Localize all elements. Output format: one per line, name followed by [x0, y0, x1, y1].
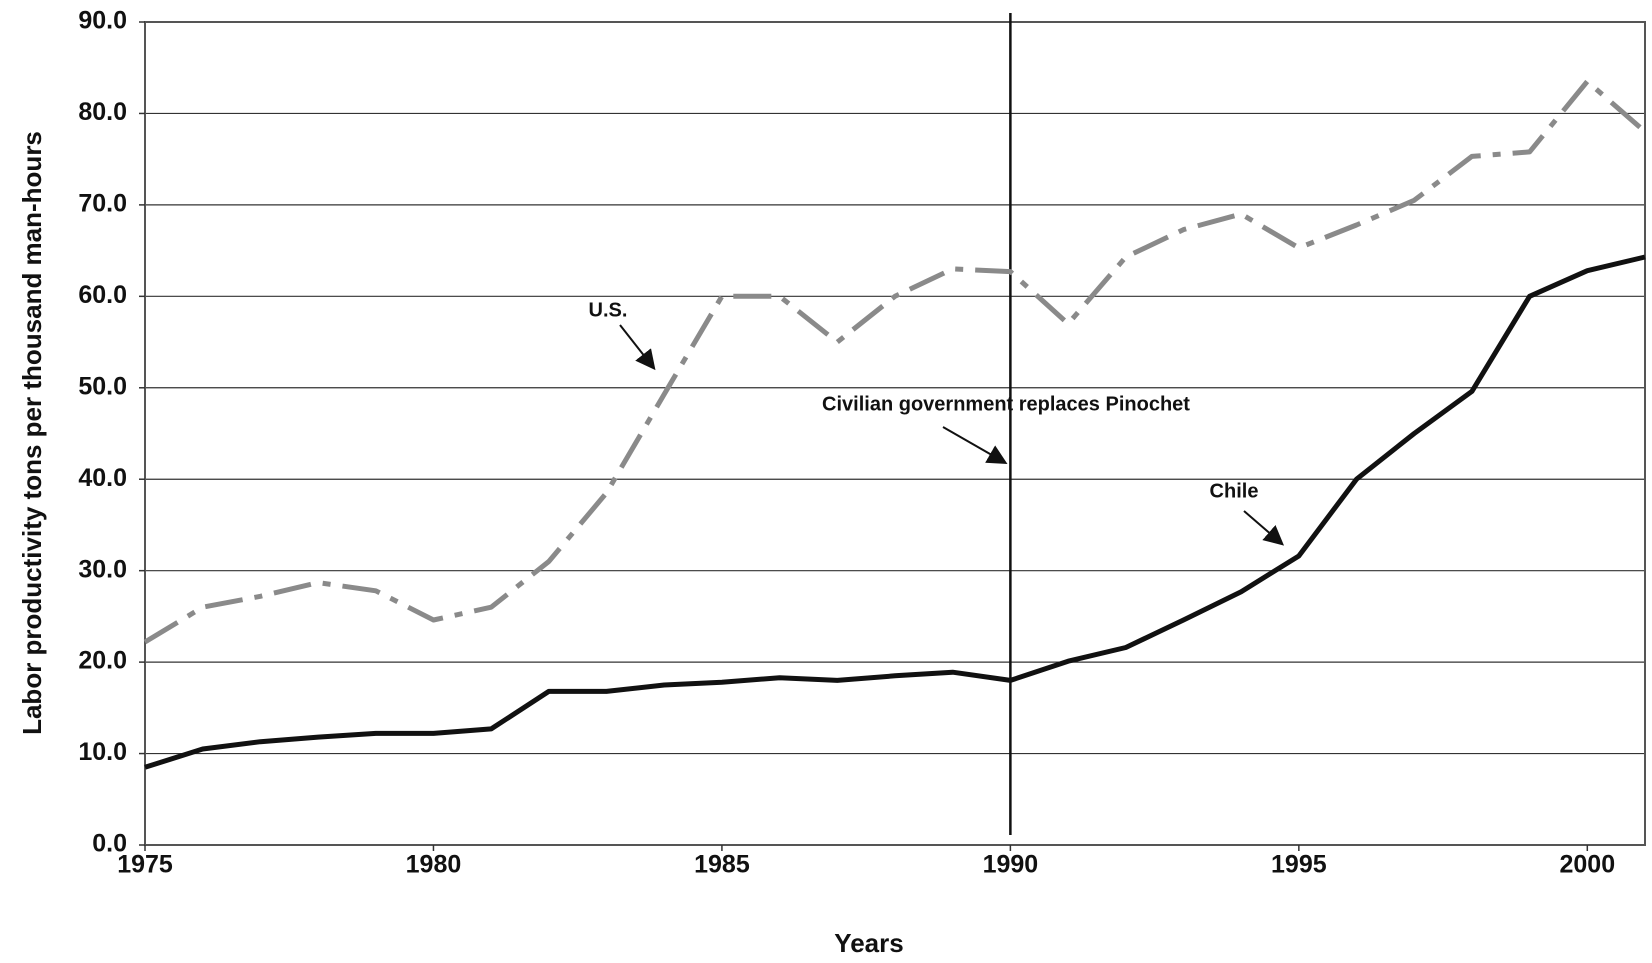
y-tick-label: 40.0	[78, 464, 127, 492]
x-tick-label: 1980	[406, 851, 462, 879]
y-tick-label: 80.0	[78, 98, 127, 126]
annotation-arrow	[942, 426, 1008, 464]
x-tick-label: 1990	[983, 851, 1039, 879]
grid	[145, 21, 1645, 846]
y-tick-label: 50.0	[78, 372, 127, 400]
series-line	[144, 254, 1646, 770]
y-tick-label: 30.0	[78, 555, 127, 583]
y-tick-label: 20.0	[78, 647, 127, 675]
x-tick-label: 2000	[1559, 851, 1615, 879]
event-annotation: Civilian government replaces Pinochet	[822, 393, 1190, 415]
annotation-arrow	[1243, 510, 1285, 546]
series-annotation: U.S.	[589, 299, 628, 321]
series-line	[143, 78, 1647, 645]
y-tick-label: 10.0	[78, 738, 127, 766]
x-tick-label: 1975	[117, 851, 173, 879]
y-axis-title: Labor productivity tons per thousand man…	[17, 131, 47, 735]
y-tick-label: 0.0	[92, 830, 127, 858]
y-tick-label: 70.0	[78, 189, 127, 217]
annotation-arrow	[619, 324, 656, 371]
plot-frame	[144, 21, 1646, 846]
x-tick-label: 1995	[1271, 851, 1327, 879]
y-tick-label: 60.0	[78, 281, 127, 309]
y-tick-label: 90.0	[78, 7, 127, 35]
marks	[143, 13, 1647, 835]
x-axis-title: Years	[834, 928, 903, 958]
series-annotation: Chile	[1210, 480, 1259, 502]
x-tick-label: 1985	[694, 851, 750, 879]
